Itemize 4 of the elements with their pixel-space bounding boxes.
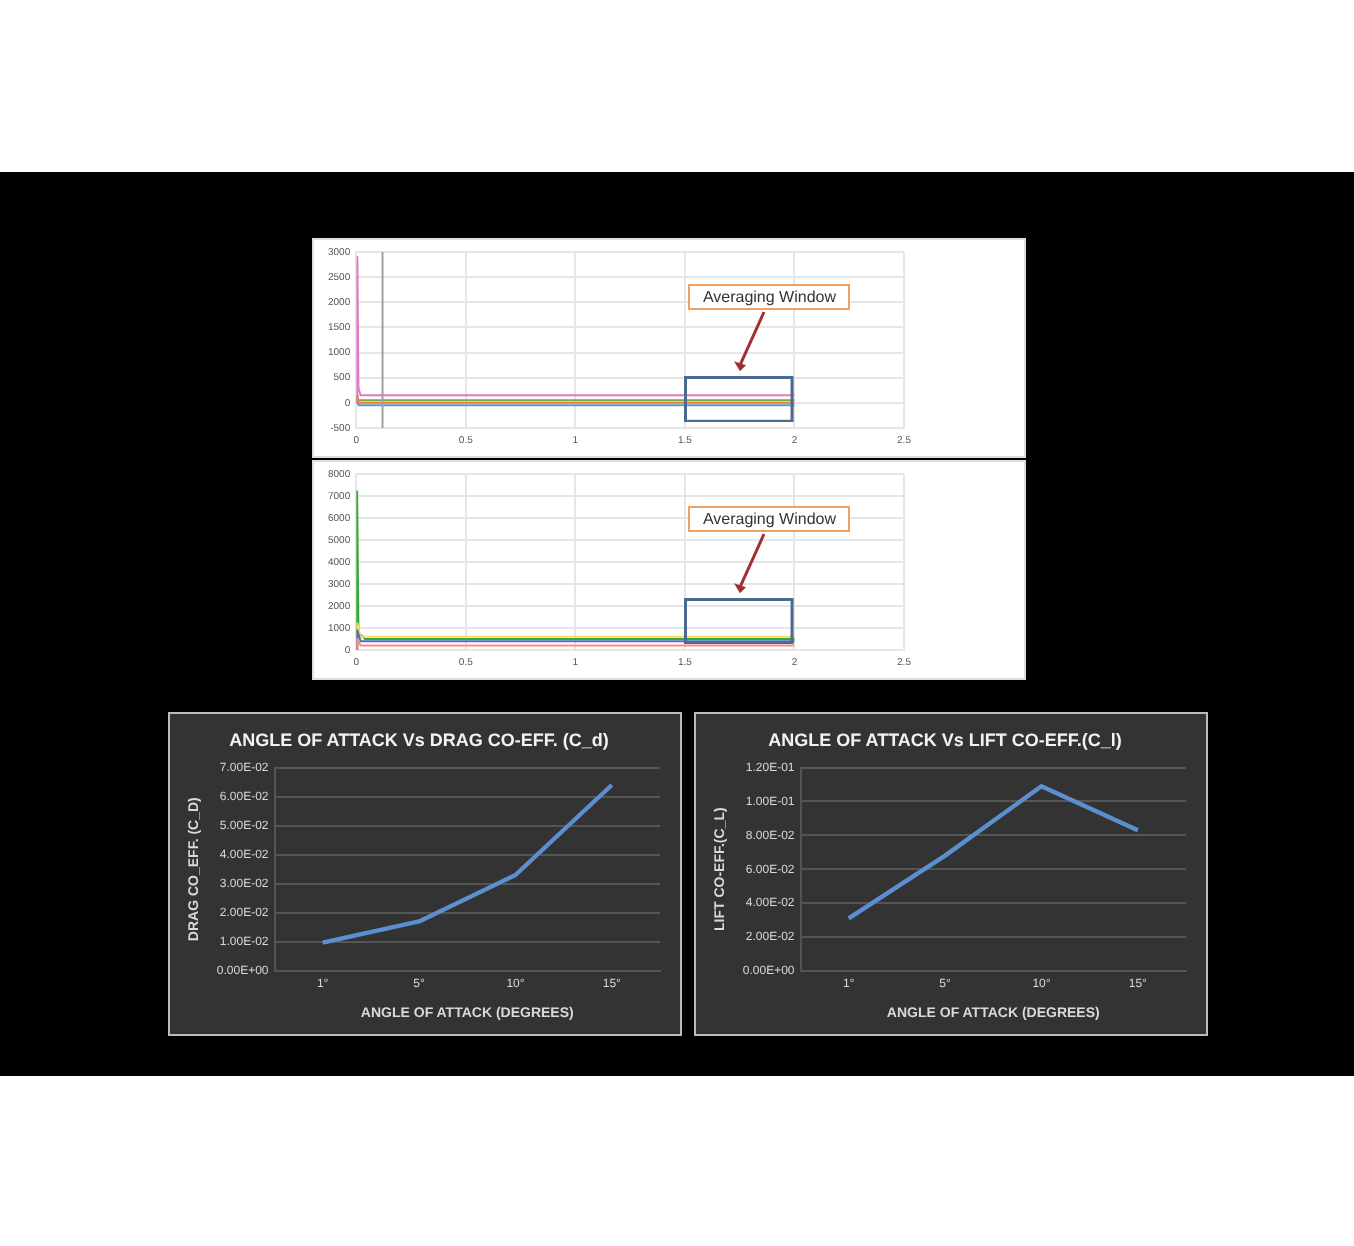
annotation: Averaging Window (688, 506, 850, 532)
annotation: Averaging Window (688, 284, 850, 310)
chart-title: ANGLE OF ATTACK Vs LIFT CO-EFF.(C_l) (768, 729, 1122, 750)
chart-title: ANGLE OF ATTACK Vs DRAG CO-EFF. (C_d) (229, 729, 609, 750)
